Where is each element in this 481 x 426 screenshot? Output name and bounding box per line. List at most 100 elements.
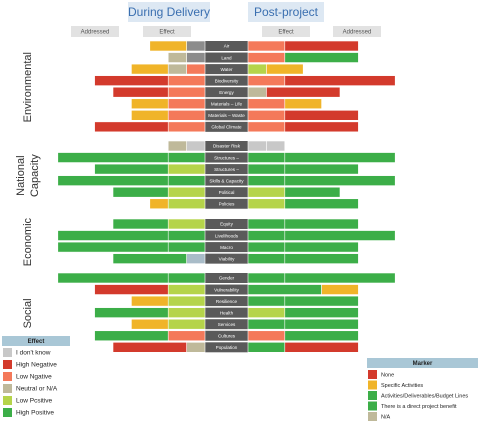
row-label: Political bbox=[219, 190, 235, 195]
group-label: Environmental bbox=[22, 52, 34, 122]
legend-label: Specific Activities bbox=[381, 383, 423, 389]
segment bbox=[167, 307, 206, 318]
segment bbox=[284, 241, 359, 253]
segment bbox=[247, 175, 286, 186]
legend-swatch bbox=[3, 360, 12, 369]
row-label-box bbox=[205, 253, 248, 264]
segment bbox=[247, 330, 286, 342]
row-label-box bbox=[205, 198, 248, 209]
segment bbox=[94, 163, 169, 175]
segment bbox=[167, 186, 206, 198]
segment bbox=[149, 40, 187, 52]
row-label-box bbox=[205, 230, 248, 241]
segment bbox=[284, 253, 359, 264]
row-label-box bbox=[205, 296, 248, 307]
segment bbox=[284, 75, 396, 86]
segment bbox=[112, 86, 169, 98]
segment bbox=[284, 98, 322, 110]
legend-swatch bbox=[3, 396, 12, 405]
segment bbox=[167, 318, 206, 330]
segment bbox=[247, 152, 286, 163]
row-label-box bbox=[205, 242, 248, 253]
legend-label: Activities/Deliverables/Budget Lines bbox=[381, 393, 468, 399]
segment bbox=[266, 86, 341, 98]
column-header-box bbox=[71, 26, 119, 37]
segment bbox=[112, 218, 169, 230]
segment bbox=[284, 272, 396, 284]
row-label: Viability bbox=[219, 256, 235, 261]
segment bbox=[247, 40, 286, 52]
segment bbox=[284, 318, 359, 330]
legend-label: There is a direct project benefit bbox=[381, 404, 457, 410]
row-label: Materials – Life bbox=[211, 101, 243, 106]
row-label-box bbox=[205, 152, 248, 163]
segment bbox=[247, 52, 286, 63]
segment bbox=[247, 253, 286, 264]
segment bbox=[57, 152, 169, 163]
segment bbox=[167, 75, 206, 86]
segment bbox=[167, 175, 206, 186]
segment bbox=[167, 284, 206, 295]
segment bbox=[247, 86, 267, 98]
segment bbox=[149, 198, 169, 210]
segment bbox=[284, 110, 359, 121]
segment bbox=[247, 98, 286, 110]
segment bbox=[94, 330, 169, 342]
segment bbox=[94, 307, 169, 318]
segment bbox=[94, 284, 169, 295]
row-label-box bbox=[205, 319, 248, 330]
segment bbox=[167, 86, 206, 98]
segment bbox=[247, 186, 286, 198]
segment bbox=[284, 230, 396, 241]
segment bbox=[186, 63, 206, 75]
legend-header bbox=[367, 358, 478, 368]
segment bbox=[247, 307, 286, 318]
legend-swatch bbox=[3, 372, 12, 381]
segment bbox=[266, 140, 286, 152]
column-header: Addressed bbox=[343, 30, 372, 36]
segment bbox=[94, 121, 169, 133]
group-label: Economic bbox=[22, 217, 34, 266]
legend-label: High Negative bbox=[16, 362, 57, 369]
segment bbox=[131, 110, 169, 121]
segment bbox=[167, 241, 206, 253]
group-label: Social bbox=[22, 298, 34, 328]
row-label: Resilience bbox=[216, 299, 238, 304]
row-label: Equity bbox=[220, 222, 233, 227]
segment bbox=[247, 140, 267, 152]
segment bbox=[247, 241, 286, 253]
segment bbox=[247, 341, 286, 353]
row-label-box bbox=[205, 164, 248, 175]
row-label: Structures – bbox=[214, 155, 239, 160]
segment bbox=[94, 75, 169, 86]
row-label: Population bbox=[216, 345, 238, 350]
legend-swatch bbox=[368, 370, 377, 379]
segment bbox=[167, 121, 206, 133]
segment bbox=[284, 163, 359, 175]
segment bbox=[247, 284, 322, 295]
legend-label: High Positive bbox=[16, 410, 54, 417]
legend-label: Low Ngative bbox=[16, 374, 52, 381]
legend-header bbox=[2, 336, 70, 346]
legend-swatch bbox=[368, 401, 377, 411]
row-label-box bbox=[205, 110, 248, 121]
segment bbox=[186, 253, 206, 264]
segment bbox=[57, 272, 169, 284]
legend-swatch bbox=[3, 348, 12, 357]
segment bbox=[131, 63, 169, 75]
segment bbox=[167, 52, 187, 63]
segment bbox=[112, 341, 187, 353]
row-label: Skills & Capacity bbox=[209, 178, 244, 183]
segment bbox=[284, 40, 359, 52]
segment bbox=[167, 163, 206, 175]
row-label: Water bbox=[220, 67, 233, 72]
legend-title: Marker bbox=[413, 361, 433, 367]
segment bbox=[284, 307, 359, 318]
row-label: Macro bbox=[220, 245, 233, 250]
row-label: Health bbox=[220, 310, 234, 315]
segment bbox=[247, 218, 286, 230]
segment bbox=[186, 341, 206, 353]
row-label: Vulnerability bbox=[214, 287, 240, 292]
row-label: Policies bbox=[219, 201, 236, 206]
